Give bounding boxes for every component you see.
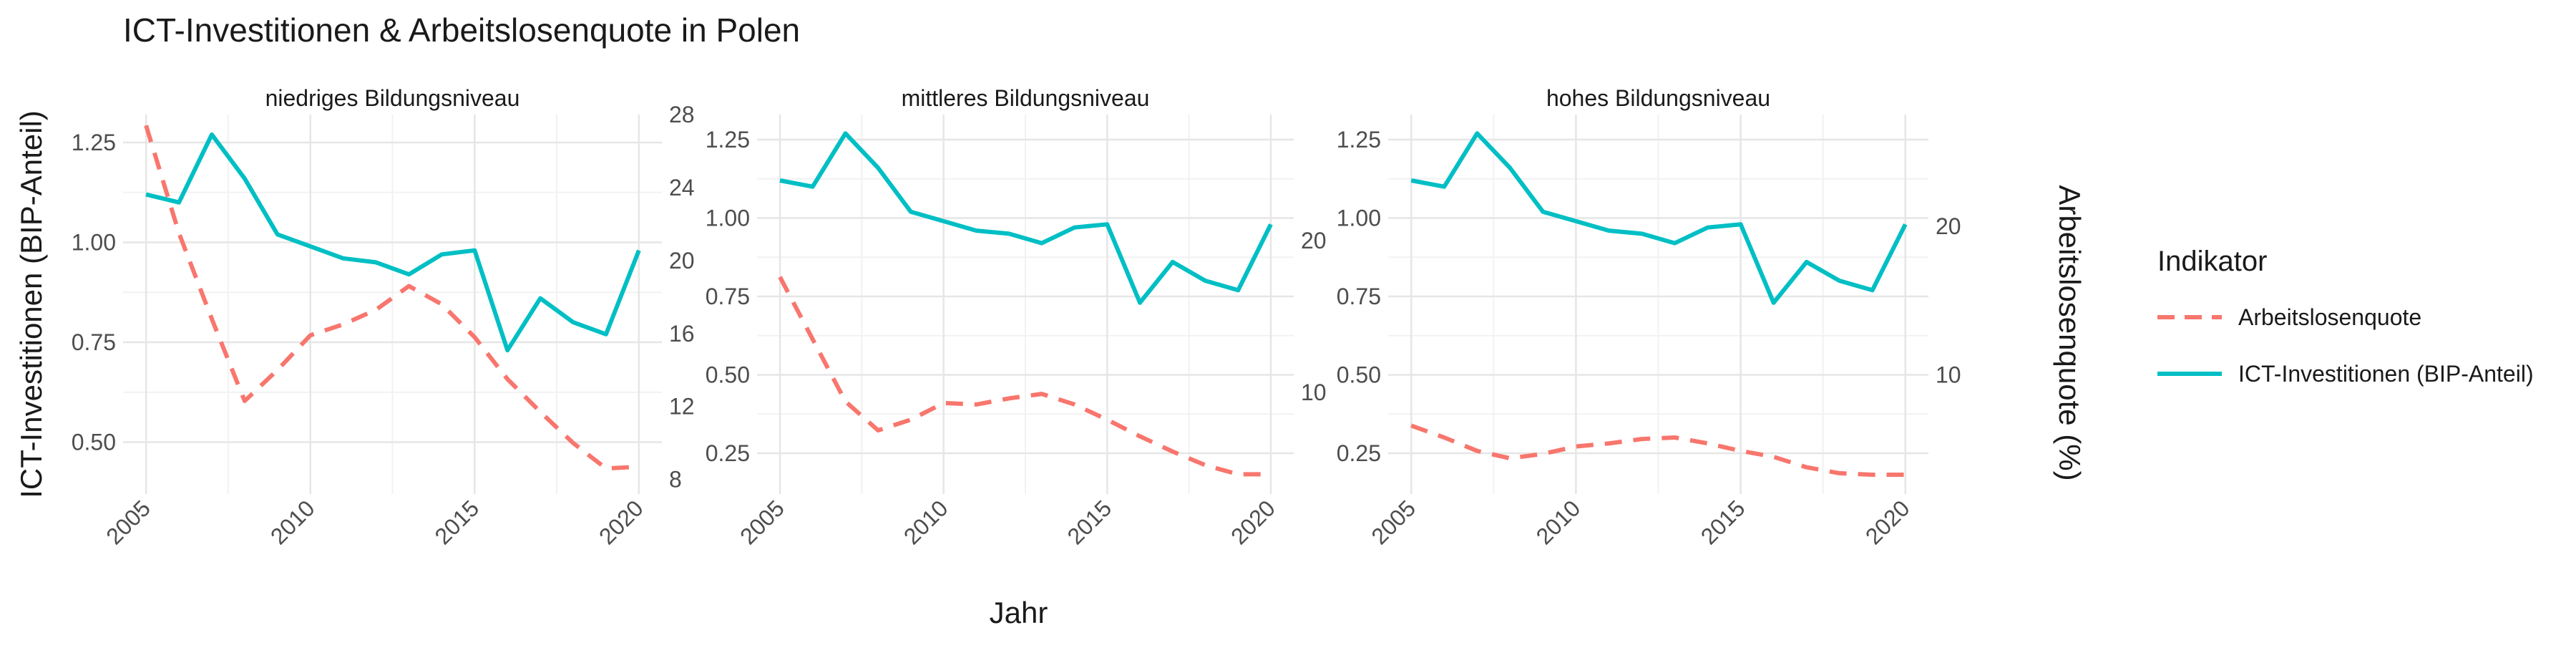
x-tick-label: 2020 [1860, 495, 1915, 549]
series-line-arbeitslosenquote [1410, 423, 1906, 477]
legend-label: ICT-Investitionen (BIP-Anteil) [2238, 361, 2534, 387]
y-tick-label-left: 0.50 [1337, 362, 1381, 388]
series-line-arbeitslosenquote [144, 125, 640, 471]
chart-title: ICT-Investitionen & Arbeitslosenquote in… [123, 11, 800, 49]
y-tick-label-right: 12 [669, 394, 695, 420]
y-tick-label-left: 0.50 [72, 429, 116, 455]
series-line-ict [145, 132, 641, 353]
panel-title: niedriges Bildungsniveau [265, 85, 520, 111]
y-tick-label-right: 20 [669, 248, 695, 274]
y-tick-label-right: 16 [669, 321, 695, 347]
y-tick-label-right: 20 [1301, 228, 1327, 253]
y-tick-label-left: 1.00 [72, 230, 116, 256]
y-tick-label-right: 20 [1936, 213, 1961, 239]
y-tick-label-right: 10 [1301, 379, 1327, 405]
y-tick-label-left: 1.25 [72, 130, 116, 155]
x-tick-label: 2010 [899, 495, 953, 549]
y-tick-label-left: 1.00 [1337, 205, 1381, 231]
y-tick-label-left: 0.75 [72, 329, 116, 355]
x-tick-label: 2015 [1696, 495, 1750, 549]
legend-title: Indikator [2157, 246, 2267, 277]
series-line-arbeitslosenquote [778, 276, 1271, 477]
panel-title: hohes Bildungsniveau [1546, 85, 1770, 111]
y-tick-label-left: 0.25 [1337, 440, 1381, 466]
y-tick-label-right: 8 [669, 467, 682, 493]
y-tick-label-left: 0.75 [1337, 284, 1381, 309]
legend-label: Arbeitslosenquote [2238, 304, 2421, 330]
y-tick-label-left: 1.25 [1337, 127, 1381, 153]
x-tick-label: 2010 [1531, 495, 1586, 549]
x-tick-label: 2005 [735, 495, 789, 549]
x-tick-label: 2015 [1062, 495, 1116, 549]
x-tick-label: 2020 [594, 495, 648, 549]
y-tick-label-right: 28 [669, 102, 695, 127]
series-line-ict [1410, 131, 1908, 305]
y-tick-label-right: 10 [1936, 362, 1961, 388]
y-axis-title-right: Arbeitslosenquote (%) [2053, 185, 2087, 480]
x-tick-label: 2005 [101, 495, 155, 549]
panel-title: mittleres Bildungsniveau [902, 85, 1150, 111]
x-axis-title: Jahr [990, 596, 1048, 629]
y-tick-label-left: 1.25 [706, 127, 750, 153]
y-tick-label-left: 0.75 [706, 284, 750, 309]
x-tick-label: 2010 [265, 495, 320, 549]
x-tick-label: 2005 [1366, 495, 1420, 549]
y-axis-title-left: ICT-Investitionen (BIP-Anteil) [14, 110, 48, 498]
series-line-ict [779, 131, 1273, 305]
y-tick-label-left: 1.00 [706, 205, 750, 231]
x-tick-label: 2020 [1226, 495, 1280, 549]
y-tick-label-left: 0.50 [706, 362, 750, 388]
y-tick-label-right: 24 [669, 175, 695, 200]
x-tick-label: 2015 [429, 495, 484, 549]
y-tick-label-left: 0.25 [706, 440, 750, 466]
